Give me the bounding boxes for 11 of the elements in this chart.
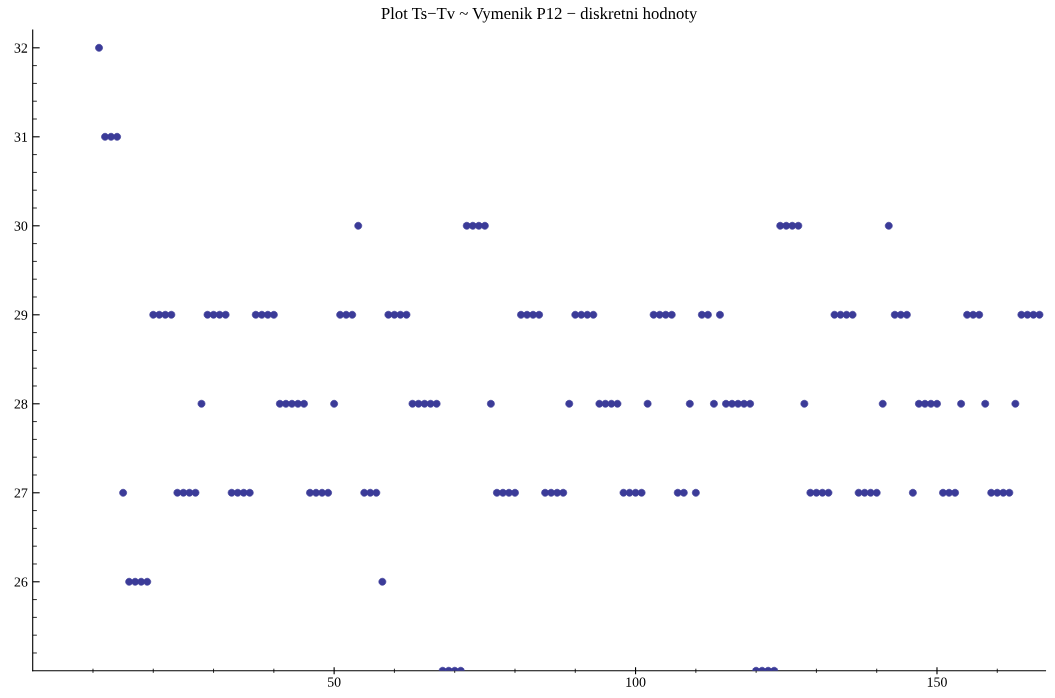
y-tick-label: 26: [14, 577, 28, 587]
y-tick-label: 29: [14, 310, 28, 320]
x-tick-label: 150: [927, 677, 947, 687]
y-tick-label: 27: [14, 488, 28, 498]
y-tick-label: 30: [14, 221, 28, 231]
chart-title: Plot Ts−Tv ~ Vymenik P12 − diskretni hodnoty: [381, 7, 698, 23]
y-tick-label: 32: [14, 43, 28, 53]
y-tick-label: 28: [14, 399, 28, 409]
x-tick-label: 100: [626, 677, 646, 687]
x-tick-label: 50: [328, 677, 341, 687]
y-tick-label: 31: [14, 132, 28, 142]
